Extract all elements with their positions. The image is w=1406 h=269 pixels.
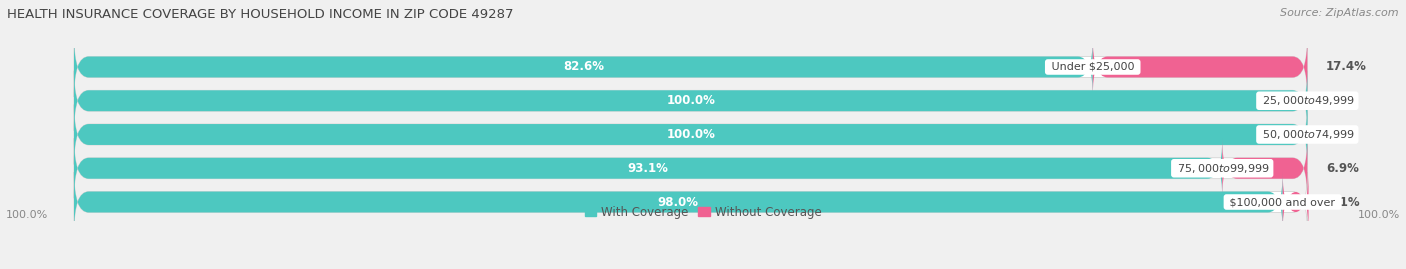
Text: Under $25,000: Under $25,000 <box>1047 62 1137 72</box>
Legend: With Coverage, Without Coverage: With Coverage, Without Coverage <box>579 201 827 223</box>
Text: 100.0%: 100.0% <box>1358 210 1400 220</box>
Text: 100.0%: 100.0% <box>666 128 716 141</box>
FancyBboxPatch shape <box>1222 138 1308 198</box>
FancyBboxPatch shape <box>75 37 1308 97</box>
Text: $100,000 and over: $100,000 and over <box>1226 197 1339 207</box>
Text: $75,000 to $99,999: $75,000 to $99,999 <box>1174 162 1271 175</box>
FancyBboxPatch shape <box>1282 172 1309 232</box>
Text: 100.0%: 100.0% <box>666 94 716 107</box>
Text: $50,000 to $74,999: $50,000 to $74,999 <box>1258 128 1355 141</box>
FancyBboxPatch shape <box>75 172 1308 232</box>
Text: HEALTH INSURANCE COVERAGE BY HOUSEHOLD INCOME IN ZIP CODE 49287: HEALTH INSURANCE COVERAGE BY HOUSEHOLD I… <box>7 8 513 21</box>
Text: Source: ZipAtlas.com: Source: ZipAtlas.com <box>1281 8 1399 18</box>
Text: 82.6%: 82.6% <box>562 61 603 73</box>
FancyBboxPatch shape <box>1092 37 1308 97</box>
Text: 98.0%: 98.0% <box>658 196 699 208</box>
Text: $25,000 to $49,999: $25,000 to $49,999 <box>1258 94 1355 107</box>
FancyBboxPatch shape <box>75 104 1308 165</box>
FancyBboxPatch shape <box>75 71 1308 131</box>
Text: 0.0%: 0.0% <box>1326 128 1358 141</box>
FancyBboxPatch shape <box>75 37 1092 97</box>
Text: 6.9%: 6.9% <box>1326 162 1358 175</box>
FancyBboxPatch shape <box>75 138 1308 198</box>
FancyBboxPatch shape <box>75 138 1222 198</box>
Text: 0.0%: 0.0% <box>1326 94 1358 107</box>
Text: 17.4%: 17.4% <box>1326 61 1367 73</box>
FancyBboxPatch shape <box>75 104 1308 165</box>
FancyBboxPatch shape <box>75 172 1282 232</box>
Text: 100.0%: 100.0% <box>6 210 48 220</box>
FancyBboxPatch shape <box>75 71 1308 131</box>
Text: 93.1%: 93.1% <box>627 162 669 175</box>
Text: 2.1%: 2.1% <box>1327 196 1360 208</box>
